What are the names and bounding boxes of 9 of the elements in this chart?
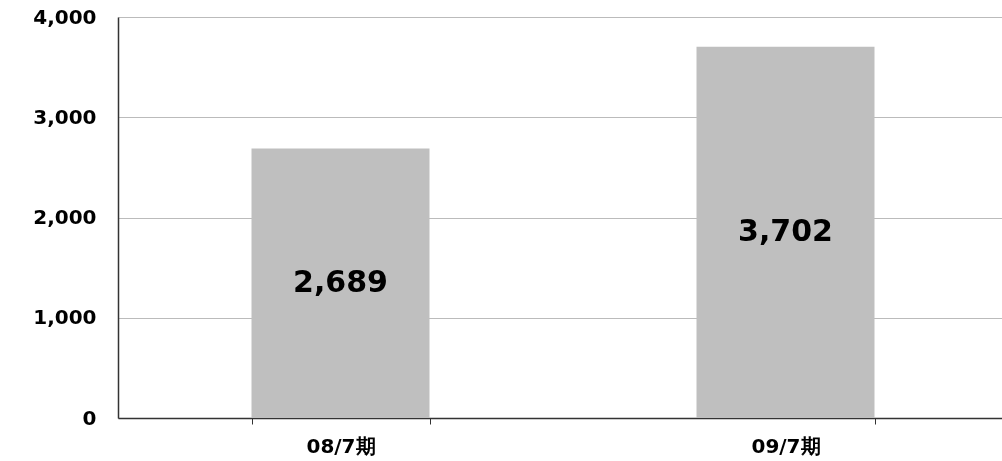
y-tick-label: 2,000 <box>33 205 97 229</box>
y-tick-label: 4,000 <box>33 4 97 29</box>
y-tick-label: 0 <box>82 405 97 430</box>
x-tick-label: 09/7期 <box>751 433 821 458</box>
y-tick-label: 3,000 <box>33 104 97 129</box>
y-tick-label: 1,000 <box>33 305 97 330</box>
data-label: 3,702 <box>738 213 833 249</box>
data-label: 2,689 <box>293 264 388 300</box>
x-tick-label: 08/7期 <box>306 433 376 458</box>
